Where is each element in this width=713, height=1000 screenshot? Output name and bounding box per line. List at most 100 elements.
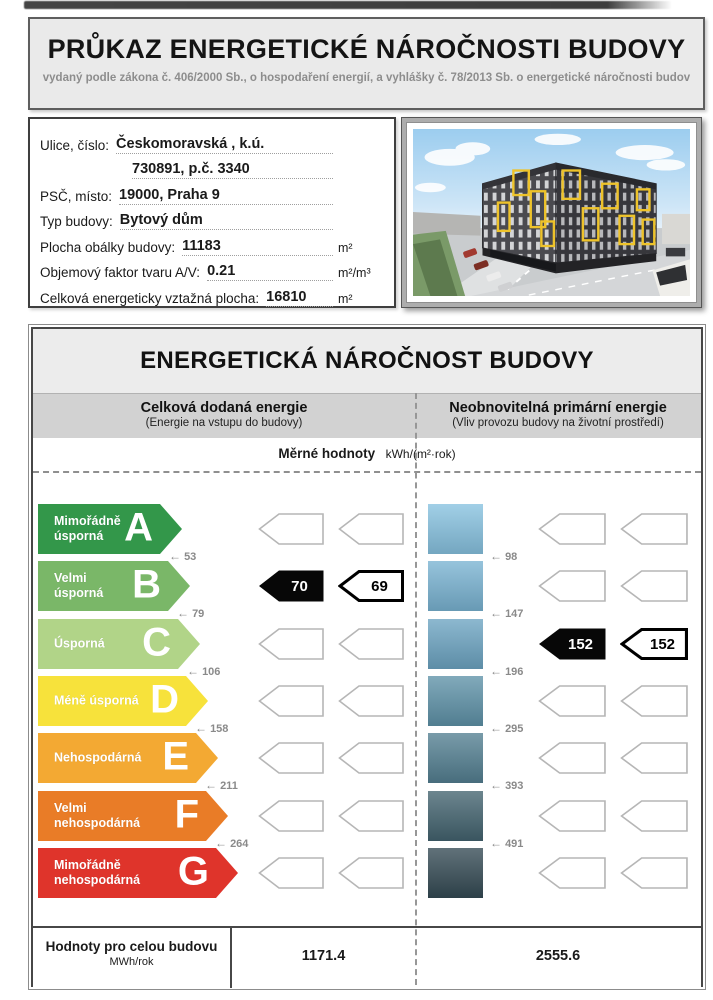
building-type-value: Bytový dům — [119, 212, 333, 230]
class-arrow-a: Mimořádně úsporná A — [38, 504, 182, 554]
primary-marker-slot — [538, 513, 606, 545]
primary-reference-slot — [620, 800, 688, 832]
primary-energy-bar-segment — [428, 561, 483, 611]
delivered-reference-slot — [338, 742, 404, 774]
left-arrow-icon: ← — [195, 721, 207, 735]
threshold-value: 158 — [210, 723, 229, 735]
primary-threshold: ← 393 — [490, 778, 523, 792]
delivered-energy-reference-marker: 69 — [338, 570, 404, 602]
energy-class-row-g: Mimořádně nehospodárná G — [33, 848, 701, 898]
energy-class-row-e: Nehospodárná E ← 211 ← 393 — [33, 733, 701, 792]
energy-rating-inner: ENERGETICKÁ NÁROČNOST BUDOVY Celková dod… — [31, 327, 703, 988]
delivered-energy-total: 1171.4 — [301, 948, 346, 964]
primary-threshold: ← 196 — [490, 664, 523, 678]
column-headers: Celková dodaná energie (Energie na vstup… — [33, 394, 701, 438]
energy-class-row-b: Velmi úsporná B ← 79 70 69 ← 147 — [33, 561, 701, 620]
primary-energy-reference-marker: 152 — [620, 628, 688, 660]
left-arrow-icon: ← — [169, 549, 181, 563]
class-arrow-d: Méně úsporná D — [38, 676, 208, 726]
primary-threshold: ← 491 — [490, 836, 523, 850]
primary-reference-slot — [620, 513, 688, 545]
energy-rating-title: ENERGETICKÁ NÁROČNOST BUDOVY — [33, 329, 701, 394]
class-label: Mimořádně nehospodárná — [54, 858, 141, 887]
threshold-value: 393 — [505, 780, 524, 792]
threshold-value: 264 — [230, 838, 249, 850]
left-arrow-icon: ← — [490, 549, 502, 563]
primary-energy-bar-segment — [428, 791, 483, 841]
class-arrow-c: Úsporná C — [38, 619, 200, 669]
delivered-marker-slot — [258, 857, 324, 889]
info-row-envelope-area: Plocha obálky budovy: 11183 m² — [40, 230, 384, 256]
city-label: PSČ, místo: — [40, 188, 113, 204]
primary-energy-marker: 152 — [538, 628, 606, 660]
info-row-building-type: Typ budovy: Bytový dům — [40, 205, 384, 230]
delivered-reference-slot — [338, 628, 404, 660]
class-threshold: ← 264 — [215, 836, 248, 850]
class-arrow-b: Velmi úsporná B — [38, 561, 190, 611]
threshold-value: 98 — [505, 551, 518, 563]
delivered-marker-slot — [258, 685, 324, 717]
primary-energy-column-header: Neobnovitelná primární energie (Vliv pro… — [415, 394, 701, 438]
primary-energy-bar-segment — [428, 848, 483, 898]
left-arrow-icon: ← — [490, 836, 502, 850]
reference-area-label: Celková energeticky vztažná plocha: — [40, 290, 260, 306]
class-threshold: ← 106 — [187, 664, 220, 678]
shape-factor-label: Objemový faktor tvaru A/V: — [40, 265, 201, 280]
primary-marker-slot — [538, 857, 606, 889]
totals-label-cell: Hodnoty pro celou budovu MWh/rok — [33, 928, 232, 988]
primary-energy-reference-value: 152 — [649, 635, 676, 653]
class-letter: G — [177, 849, 209, 894]
primary-energy-subtitle: (Vliv provozu budovy na životní prostřed… — [452, 417, 664, 429]
certificate-header: PRŮKAZ ENERGETICKÉ NÁROČNOSTI BUDOVY vyd… — [28, 17, 705, 110]
envelope-area-label: Plocha obálky budovy: — [40, 239, 176, 255]
class-label: Méně úsporná — [54, 693, 139, 708]
threshold-value: 79 — [192, 608, 205, 620]
primary-energy-value: 152 — [567, 635, 594, 653]
primary-energy-bar-segment — [428, 504, 483, 554]
info-row-shape-factor: Objemový faktor tvaru A/V: 0.21 m²/m³ — [40, 256, 384, 281]
energy-class-row-a: Mimořádně úsporná A ← 53 ← 98 — [33, 504, 701, 563]
delivered-energy-column-header: Celková dodaná energie (Energie na vstup… — [33, 394, 415, 438]
primary-energy-bar-segment — [428, 619, 483, 669]
primary-energy-title: Neobnovitelná primární energie — [449, 400, 667, 416]
reference-area-unit: m² — [338, 291, 353, 306]
info-row-reference-area: Celková energeticky vztažná plocha: 1681… — [40, 281, 384, 307]
energy-class-row-c: Úsporná C ← 106 ← 196 152 152 — [33, 619, 701, 678]
threshold-value: 106 — [202, 666, 221, 678]
info-row-city: PSČ, místo: 19000, Praha 9 — [40, 179, 384, 205]
class-letter: E — [162, 734, 189, 779]
reference-area-value: 16810 — [266, 289, 333, 307]
class-letter: B — [132, 562, 161, 607]
class-threshold: ← 211 — [205, 778, 238, 792]
delivered-reference-slot — [338, 857, 404, 889]
totals-label: Hodnoty pro celou budovu — [45, 939, 218, 954]
class-label: Velmi nehospodárná — [54, 801, 141, 830]
city-value: 19000, Praha 9 — [119, 187, 333, 205]
column-divider — [415, 393, 417, 985]
rating-chart-area: Měrné hodnoty kWh/(m²·rok) Mimořádně úsp… — [33, 438, 701, 926]
primary-marker-slot — [538, 685, 606, 717]
class-label: Velmi úsporná — [54, 571, 104, 600]
primary-marker-slot — [538, 570, 606, 602]
delivered-reference-slot — [338, 685, 404, 717]
delivered-reference-slot — [338, 513, 404, 545]
class-label: Mimořádně úsporná — [54, 514, 121, 543]
primary-reference-slot — [620, 570, 688, 602]
energy-class-row-d: Méně úsporná D ← 158 ← 295 — [33, 676, 701, 735]
class-label: Úsporná — [54, 636, 105, 651]
class-letter: A — [124, 505, 153, 550]
primary-reference-slot — [620, 742, 688, 774]
building-info-box: Ulice, číslo: Českomoravská , k.ú. 73089… — [28, 117, 396, 308]
scale-divider — [33, 471, 701, 473]
scale-label: Měrné hodnoty — [278, 446, 376, 461]
delivered-marker-slot — [258, 800, 324, 832]
primary-reference-slot — [620, 857, 688, 889]
certificate-title: PRŮKAZ ENERGETICKÉ NÁROČNOSTI BUDOVY — [47, 34, 686, 64]
primary-energy-total: 2555.6 — [535, 948, 581, 964]
left-arrow-icon: ← — [490, 606, 502, 620]
threshold-value: 211 — [220, 780, 238, 792]
info-row-street-continued: 730891, p.č. 3340 — [40, 154, 384, 179]
delivered-energy-subtitle: (Energie na vstupu do budovy) — [145, 417, 303, 429]
primary-marker-slot — [538, 742, 606, 774]
